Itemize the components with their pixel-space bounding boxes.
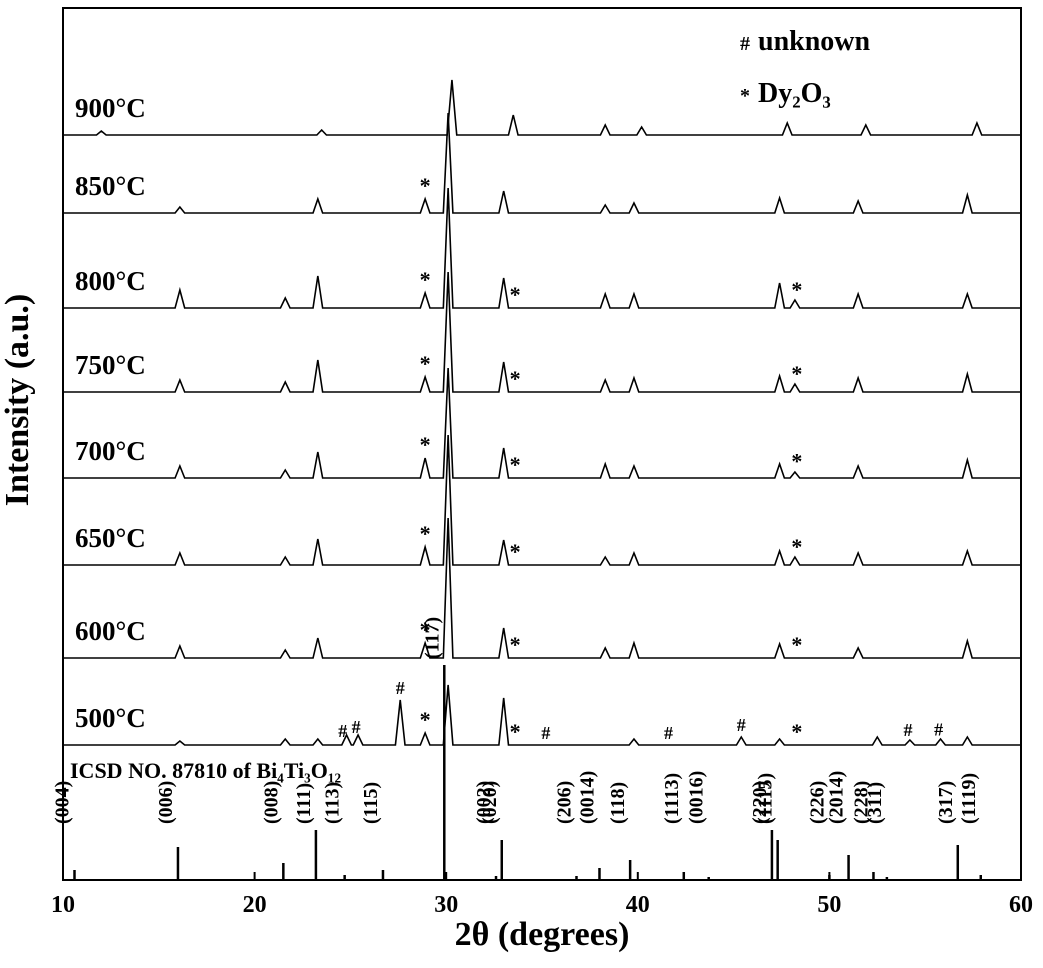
x-tick-label: 50 [817,892,841,918]
peak-marker: # [541,723,550,743]
reference-label: (020) [479,781,501,824]
peak-marker: # [903,720,912,740]
x-tick-label: 30 [434,892,458,918]
peak-marker: * [791,448,802,473]
peak-marker: # [934,719,943,739]
reference-label: (1115) [755,773,777,824]
reference-label: (008) [260,781,282,824]
peak-marker: * [420,521,431,546]
reference-label: (317) [935,781,957,824]
peak-marker: * [510,282,521,307]
xrd-trace [63,271,1021,393]
reference-label: (002) [473,781,495,824]
peak-marker: * [510,719,521,744]
xrd-trace [63,187,1021,309]
peak-marker: # [396,678,405,698]
peak-marker: * [791,534,802,559]
xrd-trace [63,79,1021,136]
peak-marker: * [420,267,431,292]
series-label: 750°C [75,350,146,380]
legend-text: Dy₂O₃ [758,78,831,109]
series-label: 900°C [75,93,146,123]
reference-label: (206) [553,781,575,824]
peak-marker: # [352,717,361,737]
peak-marker: * [510,452,521,477]
reference-label: (228) [850,781,872,824]
peak-marker: # [664,723,673,743]
peak-marker: * [791,632,802,657]
xrd-trace [63,517,1021,659]
reference-label: (118) [607,782,629,824]
y-axis-label: Intensity (a.u.) [0,294,36,507]
series-label: 650°C [75,523,146,553]
xrd-trace [63,684,1021,746]
peak-marker: * [420,432,431,457]
reference-label: (1119) [958,773,980,824]
reference-label: (226) [806,781,828,824]
x-tick-label: 60 [1009,892,1033,918]
peak-marker: # [737,715,746,735]
reference-label: (0016) [686,771,708,824]
series-label: 800°C [75,266,146,296]
peak-marker: * [420,707,431,732]
legend-text: unknown [758,26,871,57]
reference-label: (2014) [826,771,848,824]
reference-label: (1113) [661,773,683,824]
peak-marker: # [338,721,347,741]
series-label: 700°C [75,436,146,466]
reference-label: (115) [360,782,382,824]
peak-marker: * [420,617,431,642]
reference-label: (113) [322,782,344,824]
series-label: 600°C [75,616,146,646]
plot-frame [62,7,1022,881]
peak-marker: * [420,173,431,198]
peak-marker: * [791,277,802,302]
peak-marker: * [510,366,521,391]
peak-marker: * [791,361,802,386]
reference-label: (117) [421,617,443,659]
peak-marker: * [791,719,802,744]
reference-label: (0014) [576,771,598,824]
xrd-trace [63,434,1021,566]
xrd-trace [63,112,1021,214]
reference-label: (111) [293,783,315,824]
reference-label: (006) [155,781,177,824]
legend-symbol: * [740,85,750,107]
xrd-trace [63,367,1021,479]
x-tick-label: 20 [243,892,267,918]
reference-label: (311) [864,782,886,824]
peak-marker: * [420,351,431,376]
peak-marker: * [510,632,521,657]
x-axis-label: 2θ (degrees) [455,916,630,953]
reference-title: ICSD NO. 87810 of Bi₄Ti₃O₁₂ [70,758,341,783]
series-label: 850°C [75,171,146,201]
legend-symbol: # [740,33,750,55]
peak-marker: * [510,539,521,564]
reference-label: (220) [749,781,771,824]
x-tick-label: 10 [51,892,75,918]
reference-label: (004) [51,781,73,824]
series-label: 500°C [75,703,146,733]
x-tick-label: 40 [626,892,650,918]
